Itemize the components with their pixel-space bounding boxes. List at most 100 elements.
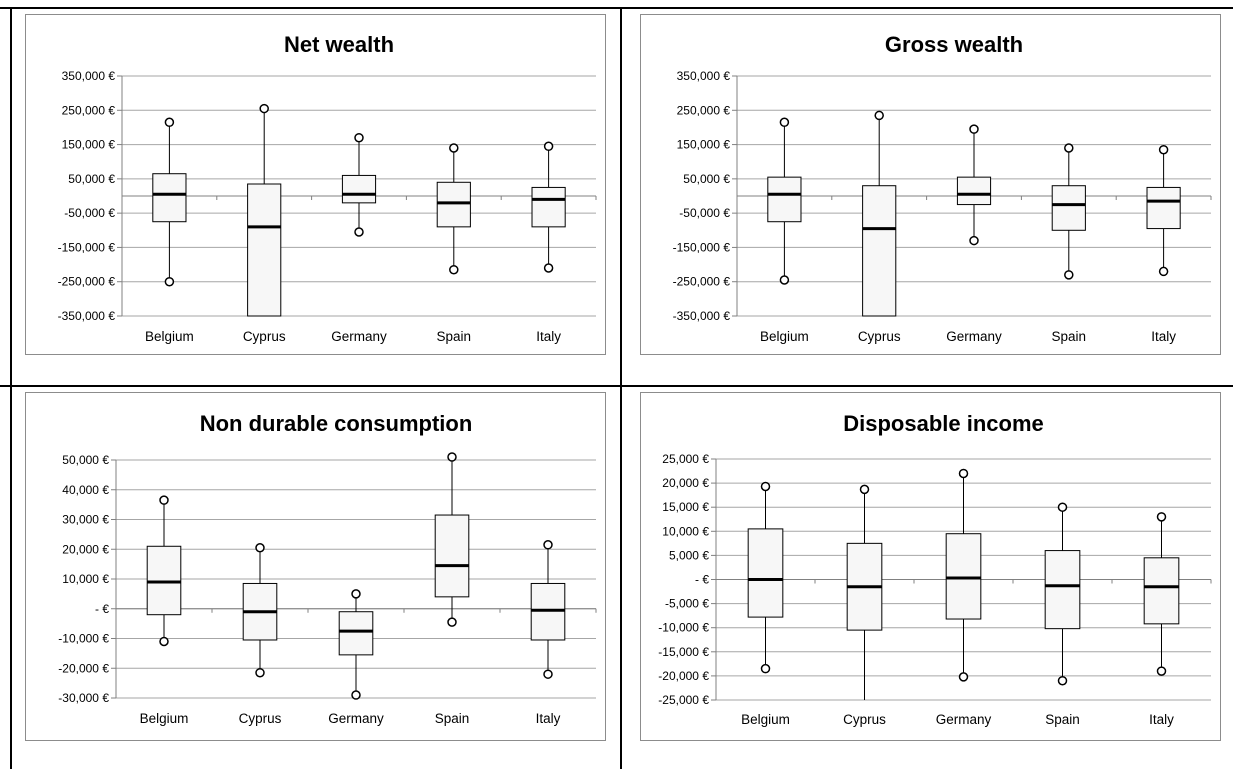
upper-whisker-point bbox=[760, 481, 771, 492]
net-wealth-ytick-label: -250,000 € bbox=[58, 275, 116, 289]
disposable-income-category-label: Italy bbox=[1149, 712, 1174, 727]
gross-wealth-box-spain bbox=[1051, 143, 1086, 280]
lower-whisker-point bbox=[760, 663, 771, 674]
upper-whisker-point bbox=[543, 540, 553, 550]
lower-whisker-point bbox=[447, 617, 457, 627]
net-wealth-ytick-label: 250,000 € bbox=[62, 103, 116, 117]
non-durable-consumption-title: Non durable consumption bbox=[200, 411, 473, 436]
net-wealth-box-spain bbox=[436, 143, 471, 275]
disposable-income-ytick-label: 5,000 € bbox=[669, 548, 709, 562]
non-durable-consumption-ytick-label: 40,000 € bbox=[62, 483, 109, 497]
net-wealth-ytick-label: 350,000 € bbox=[62, 69, 116, 83]
box-body bbox=[1146, 186, 1181, 230]
box-body bbox=[247, 183, 282, 317]
gross-wealth-chart: Gross wealth 350,000 € 250,000 € 150,000 € 5… bbox=[640, 14, 1221, 355]
box-body bbox=[862, 185, 897, 317]
gross-wealth-category-label: Germany bbox=[946, 329, 1002, 344]
disposable-income-box-italy bbox=[1143, 512, 1180, 676]
box-body bbox=[531, 186, 566, 228]
gross-wealth-ytick-label: 50,000 € bbox=[683, 172, 730, 186]
non-durable-consumption-ytick-label: 20,000 € bbox=[62, 542, 109, 556]
disposable-income-ytick-label: -15,000 € bbox=[658, 645, 709, 659]
upper-whisker-point bbox=[354, 132, 364, 143]
disposable-income-ytick-label: -20,000 € bbox=[658, 669, 709, 683]
disposable-income-plot: Disposable income 25,000 € 20,000 € 15,000 … bbox=[658, 411, 1212, 727]
upper-whisker-point bbox=[1156, 512, 1167, 522]
net-wealth-chart: Net wealth 350,000 € 250,000 € 150,000 € 50,… bbox=[25, 14, 606, 355]
gross-wealth-title: Gross wealth bbox=[885, 32, 1023, 57]
upper-whisker-point bbox=[874, 110, 884, 121]
upper-whisker-point bbox=[447, 452, 457, 462]
disposable-income-ytick-label: - € bbox=[695, 573, 709, 587]
gross-wealth-category-label: Italy bbox=[1151, 329, 1176, 344]
non-durable-consumption-plot: Non durable consumption 50,000 € 40,000 € 3… bbox=[58, 411, 597, 726]
box-body bbox=[434, 514, 470, 598]
box-body bbox=[956, 176, 992, 206]
gross-wealth-ytick-label: 350,000 € bbox=[677, 69, 731, 83]
net-wealth-category-label: Germany bbox=[331, 329, 387, 344]
gross-wealth-category-label: Spain bbox=[1052, 329, 1087, 344]
upper-whisker-point bbox=[779, 117, 790, 128]
non-durable-consumption-category-label: Belgium bbox=[140, 711, 189, 726]
box-body bbox=[338, 611, 374, 656]
non-durable-consumption-box-belgium bbox=[146, 495, 182, 647]
non-durable-consumption-ytick-label: -30,000 € bbox=[58, 691, 109, 705]
net-wealth-box-germany bbox=[341, 132, 377, 237]
net-wealth-title: Net wealth bbox=[284, 32, 394, 57]
table-left-border bbox=[10, 7, 12, 769]
non-durable-consumption-category-label: Spain bbox=[435, 711, 470, 726]
non-durable-consumption-ytick-label: 50,000 € bbox=[62, 453, 109, 467]
net-wealth-box-cyprus bbox=[247, 103, 282, 317]
lower-whisker-point bbox=[1158, 266, 1169, 277]
gross-wealth-ytick-label: 150,000 € bbox=[677, 138, 731, 152]
disposable-income-category-label: Germany bbox=[936, 712, 992, 727]
box-body bbox=[945, 533, 982, 620]
table-middle-border bbox=[0, 385, 1233, 387]
lower-whisker-point bbox=[958, 672, 969, 682]
gross-wealth-ytick-label: 250,000 € bbox=[677, 103, 731, 117]
box-body bbox=[1044, 550, 1081, 630]
box-body bbox=[1143, 557, 1180, 625]
lower-whisker-point bbox=[1057, 675, 1068, 686]
non-durable-consumption-box-germany bbox=[338, 589, 374, 700]
net-wealth-ytick-label: -50,000 € bbox=[64, 206, 115, 220]
upper-whisker-point bbox=[259, 103, 269, 114]
disposable-income-ytick-label: 20,000 € bbox=[662, 476, 709, 490]
non-durable-consumption-ytick-label: 30,000 € bbox=[62, 513, 109, 527]
disposable-income-category-label: Belgium bbox=[741, 712, 790, 727]
upper-whisker-point bbox=[351, 589, 361, 599]
non-durable-consumption-ytick-label: 10,000 € bbox=[62, 572, 109, 586]
non-durable-consumption-category-label: Cyprus bbox=[239, 711, 282, 726]
gross-wealth-box-belgium bbox=[767, 117, 802, 285]
lower-whisker-point bbox=[159, 636, 169, 647]
upper-whisker-point bbox=[958, 468, 969, 479]
gross-wealth-box-germany bbox=[956, 124, 992, 246]
disposable-income-box-cyprus bbox=[846, 484, 883, 700]
disposable-income-ytick-label: 10,000 € bbox=[662, 524, 709, 538]
box-body bbox=[152, 173, 187, 223]
lower-whisker-point bbox=[543, 263, 554, 273]
net-wealth-category-label: Italy bbox=[536, 329, 561, 344]
gross-wealth-category-label: Belgium bbox=[760, 329, 809, 344]
lower-whisker-point bbox=[543, 669, 553, 679]
table-center-border bbox=[620, 7, 622, 769]
non-durable-consumption-box-spain bbox=[434, 452, 470, 627]
upper-whisker-point bbox=[859, 484, 870, 495]
lower-whisker-point bbox=[449, 264, 459, 275]
box-body bbox=[436, 181, 471, 228]
table-top-border bbox=[0, 7, 1233, 9]
non-durable-consumption-ytick-label: - € bbox=[95, 602, 109, 616]
lower-whisker-point bbox=[354, 227, 364, 237]
box-body bbox=[341, 174, 377, 204]
lower-whisker-point bbox=[1064, 270, 1074, 280]
lower-whisker-point bbox=[351, 690, 361, 700]
non-durable-consumption-ytick-label: -10,000 € bbox=[58, 632, 109, 646]
disposable-income-box-spain bbox=[1044, 502, 1081, 686]
gross-wealth-box-cyprus bbox=[862, 110, 897, 317]
gross-wealth-ytick-label: -250,000 € bbox=[673, 275, 731, 289]
net-wealth-box-belgium bbox=[152, 117, 187, 287]
disposable-income-category-label: Spain bbox=[1045, 712, 1080, 727]
upper-whisker-point bbox=[543, 141, 554, 152]
disposable-income-ytick-label: -5,000 € bbox=[665, 597, 709, 611]
disposable-income-ytick-label: -10,000 € bbox=[658, 621, 709, 635]
